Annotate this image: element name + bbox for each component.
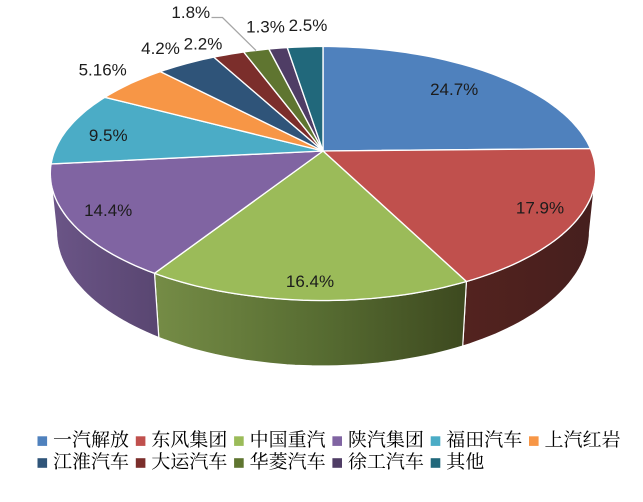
svg-text:4.2%: 4.2% (141, 39, 180, 58)
svg-text:9.5%: 9.5% (89, 126, 128, 145)
svg-text:17.9%: 17.9% (516, 199, 564, 218)
svg-text:5.16%: 5.16% (79, 61, 127, 80)
svg-text:14.4%: 14.4% (84, 201, 132, 220)
svg-text:16.4%: 16.4% (286, 272, 334, 291)
svg-text:2.5%: 2.5% (289, 16, 328, 35)
svg-text:2.2%: 2.2% (184, 35, 223, 54)
svg-text:1.3%: 1.3% (246, 17, 285, 36)
svg-text:1.8%: 1.8% (171, 3, 210, 22)
svg-text:24.7%: 24.7% (430, 80, 478, 99)
